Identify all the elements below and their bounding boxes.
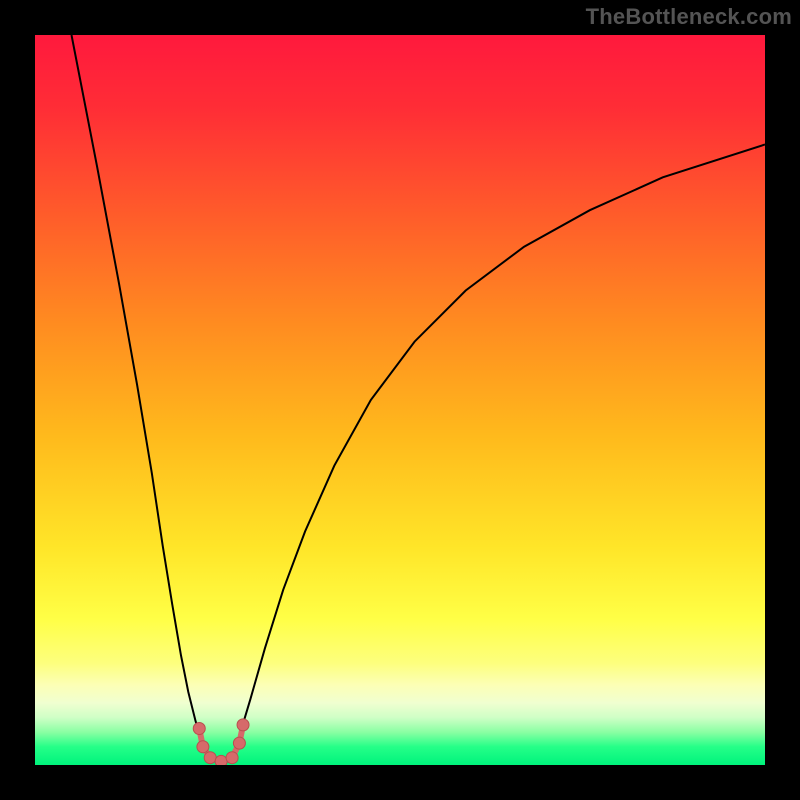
watermark-text: TheBottleneck.com <box>586 4 792 30</box>
plot-area <box>35 35 765 765</box>
curve-overlay <box>35 35 765 765</box>
valley-marker-dot <box>237 719 249 731</box>
valley-marker-dot <box>197 741 209 753</box>
curve-right-branch <box>232 145 765 758</box>
chart-outer-frame: TheBottleneck.com <box>0 0 800 800</box>
valley-marker-dot <box>215 755 227 765</box>
valley-marker-dot <box>226 752 238 764</box>
valley-marker-dot <box>193 723 205 735</box>
valley-marker-dot <box>233 737 245 749</box>
valley-marker-dot <box>204 752 216 764</box>
curve-left-branch <box>72 35 211 758</box>
valley-marker-dots <box>193 719 249 765</box>
